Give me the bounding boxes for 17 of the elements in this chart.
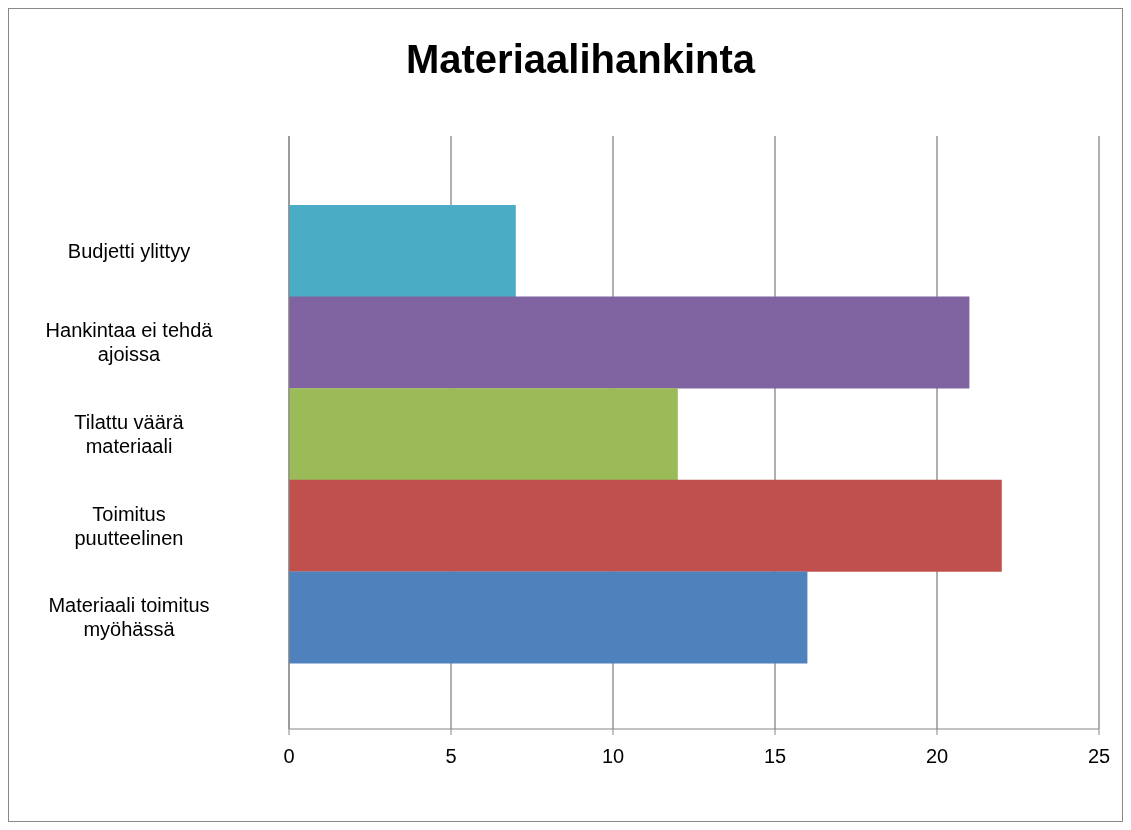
bar — [289, 479, 1002, 572]
y-tick-label: Hankintaa ei tehdä ajoissa — [45, 319, 214, 366]
y-tick-label: Tilattu väärä materiaali — [74, 411, 185, 457]
x-tick-label: 5 — [445, 745, 457, 768]
y-tick-label: Materiaali toimitus myöhässä — [48, 594, 210, 641]
y-tick-label: Budjetti ylittyy — [67, 239, 191, 262]
chart-title: Materiaalihankinta — [405, 35, 757, 83]
x-tick-label: 20 — [925, 745, 949, 768]
y-tick-label: Toimitus puutteelinen — [74, 502, 184, 549]
x-tick-label: 0 — [283, 745, 295, 768]
bar — [289, 296, 970, 389]
bar — [289, 388, 678, 481]
bar — [289, 205, 516, 297]
x-tick-label: 15 — [763, 745, 787, 768]
x-tick-label: 25 — [1087, 745, 1111, 768]
bar — [289, 571, 808, 664]
x-tick-label: 10 — [601, 745, 625, 768]
